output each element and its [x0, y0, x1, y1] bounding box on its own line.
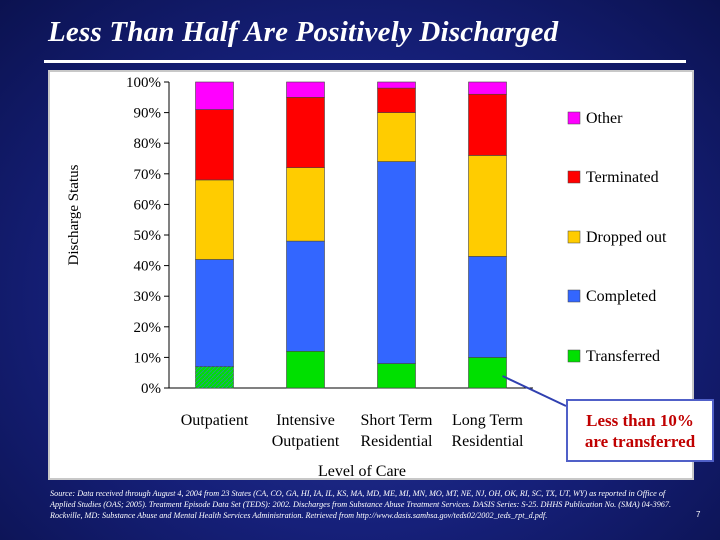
bar-dropped-out: [468, 155, 507, 257]
y-tick-label: 40%: [134, 259, 162, 275]
y-tick-label: 20%: [134, 320, 162, 336]
y-tick-label: 30%: [134, 289, 162, 305]
bar-other: [468, 81, 507, 95]
bar-completed: [468, 256, 507, 358]
slide-title: Less Than Half Are Positively Discharged: [48, 16, 559, 48]
y-tick-label: 100%: [126, 75, 161, 91]
x-category-label: Residential: [361, 433, 434, 450]
legend-swatch-transferred: [567, 349, 581, 363]
legend-label-terminated: Terminated: [586, 169, 659, 186]
y-tick-label: 50%: [134, 228, 162, 244]
bar-transferred: [377, 363, 416, 389]
bar-completed: [195, 259, 234, 367]
bar-other: [195, 81, 234, 110]
x-category-label: Long Term: [452, 412, 524, 429]
bar-dropped-out: [377, 112, 416, 162]
x-category-label: Outpatient: [272, 433, 340, 450]
bar-other: [286, 81, 325, 98]
bar-hatch-overlay: [195, 366, 234, 388]
bar-terminated: [195, 109, 234, 181]
y-tick-label: 70%: [134, 167, 162, 183]
y-tick-label: 80%: [134, 136, 162, 152]
bar-completed: [286, 240, 325, 352]
y-tick-label: 90%: [134, 106, 162, 122]
page-number: 7: [696, 510, 701, 519]
y-tick-label: 60%: [134, 197, 162, 213]
x-axis-title: Level of Care: [318, 463, 406, 480]
y-axis-title: Discharge Status: [66, 164, 82, 265]
y-tick-label: 0%: [141, 381, 161, 397]
legend-label-transferred: Transferred: [586, 348, 660, 365]
bar-dropped-out: [286, 167, 325, 242]
bar-terminated: [377, 87, 416, 113]
bar-transferred: [286, 350, 325, 389]
callout-box: Less than 10% are transferred: [566, 399, 714, 462]
legend-label-completed: Completed: [586, 288, 656, 305]
legend-swatch-dropped-out: [567, 230, 581, 244]
bar-transferred: [468, 357, 507, 389]
x-category-label: Outpatient: [181, 412, 249, 429]
callout-line-2: are transferred: [584, 432, 696, 451]
bar-terminated: [286, 96, 325, 168]
legend-label-other: Other: [586, 110, 623, 127]
x-category-label: Short Term: [361, 412, 433, 429]
bar-terminated: [468, 93, 507, 156]
source-citation: Source: Data received through August 4, …: [50, 489, 672, 520]
bar-dropped-out: [195, 179, 234, 260]
bar-other: [377, 81, 416, 89]
legend-swatch-other: [567, 111, 581, 125]
bar-completed: [377, 161, 416, 364]
y-tick-label: 10%: [134, 350, 162, 366]
x-category-label: Residential: [452, 433, 525, 450]
x-category-label: Intensive: [276, 412, 335, 429]
callout-pointer: [502, 375, 567, 407]
callout-line-1: Less than 10%: [586, 411, 694, 430]
title-underline: [44, 60, 686, 63]
legend-swatch-terminated: [567, 170, 581, 184]
legend-swatch-completed: [567, 289, 581, 303]
stacked-bar-chart: 0% 10% 20% 30% 40% 50% 60% 70% 80% 90% 100% Outpati…: [66, 75, 667, 480]
legend-label-dropped-out: Dropped out: [586, 229, 667, 246]
